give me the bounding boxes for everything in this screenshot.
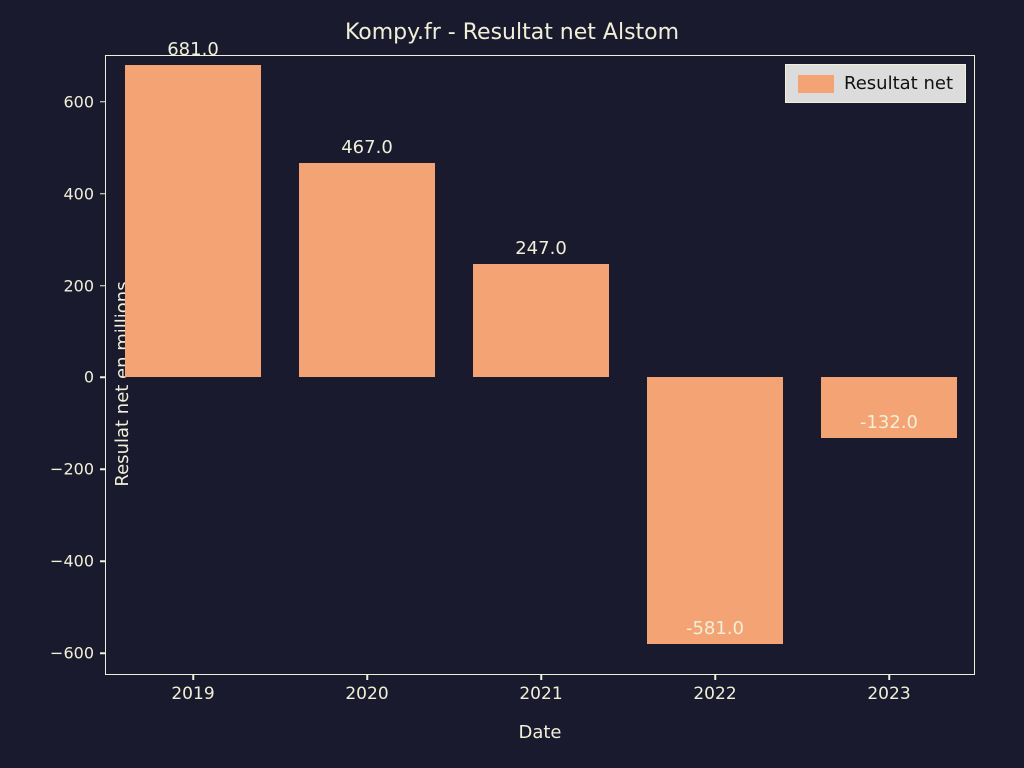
bar-value-label: -132.0 [860, 412, 918, 433]
bar [647, 377, 783, 644]
xtick-label: 2021 [519, 684, 562, 704]
ytick-mark [100, 101, 106, 103]
ytick-mark [100, 560, 106, 562]
xtick-label: 2023 [867, 684, 910, 704]
ytick-label: −200 [50, 460, 94, 479]
xtick-mark [888, 674, 890, 680]
xtick-mark [366, 674, 368, 680]
bar [299, 163, 435, 377]
legend-label: Resultat net [844, 73, 953, 94]
legend-swatch [798, 75, 834, 93]
bar-value-label: -581.0 [686, 618, 744, 639]
bar-value-label: 467.0 [341, 137, 393, 158]
ytick-label: 0 [84, 368, 94, 387]
ytick-label: 600 [63, 92, 94, 111]
xtick-mark [714, 674, 716, 680]
xtick-label: 2020 [345, 684, 388, 704]
chart-container: Kompy.fr - Resultat net Alstom Resulat n… [0, 0, 1024, 768]
ytick-label: 400 [63, 184, 94, 203]
bar-value-label: 681.0 [167, 39, 219, 60]
legend: Resultat net [785, 64, 966, 103]
xtick-mark [192, 674, 194, 680]
x-axis-label: Date [105, 722, 975, 743]
ytick-mark [100, 285, 106, 287]
chart-title: Kompy.fr - Resultat net Alstom [0, 20, 1024, 45]
xtick-label: 2022 [693, 684, 736, 704]
ytick-mark [100, 193, 106, 195]
ytick-mark [100, 469, 106, 471]
bar [473, 264, 609, 377]
ytick-mark [100, 652, 106, 654]
ytick-label: −400 [50, 552, 94, 571]
ytick-label: 200 [63, 276, 94, 295]
ytick-label: −600 [50, 644, 94, 663]
bar [125, 65, 261, 378]
ytick-mark [100, 377, 106, 379]
plot-area: Resultat net −600−400−200020040060020196… [105, 55, 975, 675]
xtick-label: 2019 [171, 684, 214, 704]
bar-value-label: 247.0 [515, 238, 567, 259]
xtick-mark [540, 674, 542, 680]
